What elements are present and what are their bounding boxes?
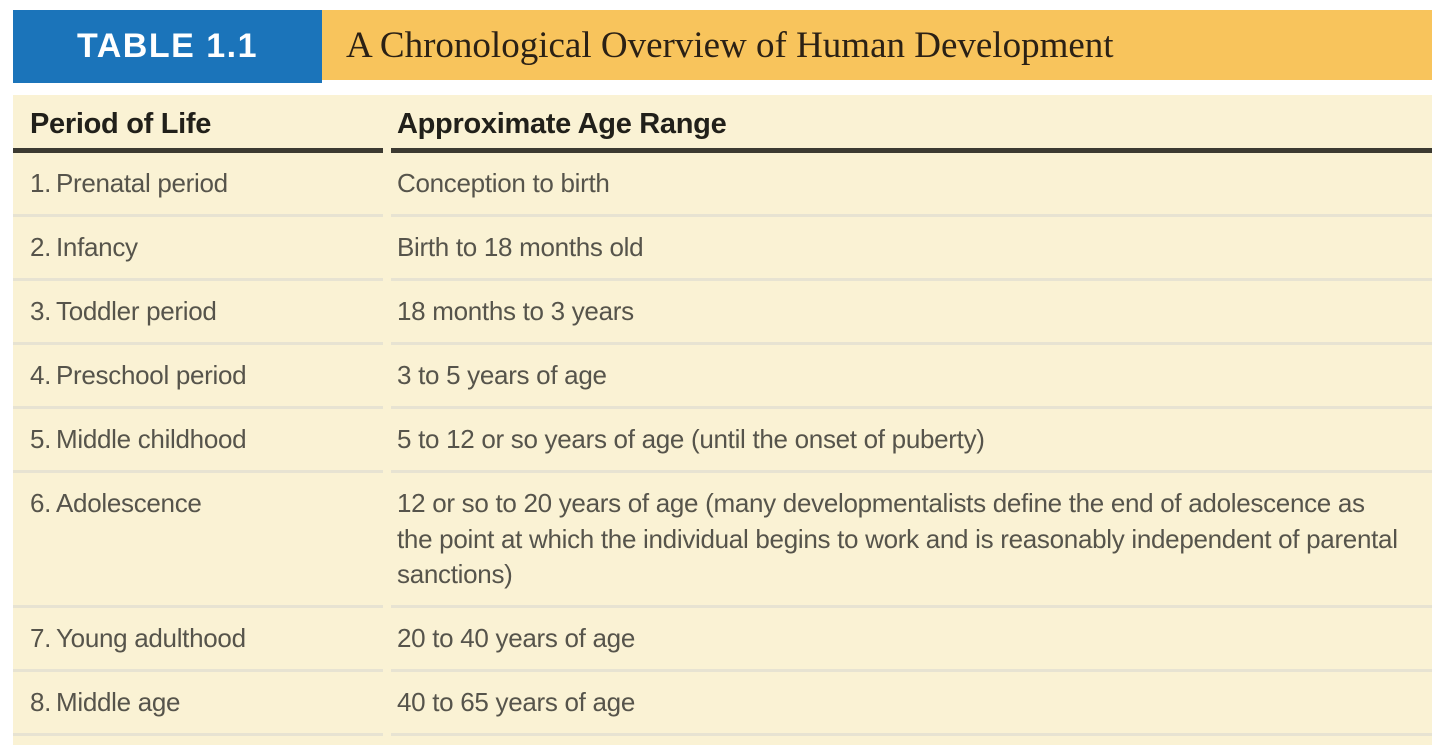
period-cell: 2. Infancy	[13, 217, 383, 282]
row-number: 7.	[30, 622, 52, 653]
period-of-life: Toddler period	[56, 296, 217, 327]
table-row: 9.Old age 65 years of age or older	[13, 736, 1432, 745]
period-cell: 1. Prenatal period	[13, 153, 383, 218]
table-title: A Chronological Overview of Human Develo…	[346, 24, 1114, 66]
table-row: 6. Adolescence 12 or so to 20 years of ag…	[13, 473, 1432, 608]
column-header-period-of-life: Period of Life	[13, 95, 383, 153]
age-range-cell: 5 to 12 or so years of age (until the on…	[391, 409, 1432, 474]
table-row: 1. Prenatal period Conception to birth	[13, 153, 1432, 218]
period-of-life: Infancy	[56, 232, 138, 263]
table-row: 7. Young adulthood 20 to 40 years of age	[13, 608, 1432, 672]
row-number: 2.	[30, 232, 52, 263]
development-table: Period of Life Approximate Age Range 1. P…	[13, 95, 1432, 745]
period-of-life: Young adulthood	[56, 622, 246, 653]
age-range-cell: 3 to 5 years of age	[391, 345, 1432, 410]
age-range-cell: 20 to 40 years of age	[391, 608, 1432, 672]
row-number: 5.	[30, 424, 52, 455]
row-number: 8.	[30, 686, 52, 717]
period-cell: 8. Middle age	[13, 672, 383, 736]
age-range-cell: Birth to 18 months old	[391, 217, 1432, 282]
age-range-cell: 40 to 65 years of age	[391, 672, 1432, 736]
period-of-life: Middle age	[56, 686, 181, 717]
row-number: 4.	[30, 360, 52, 391]
table-number-label: TABLE 1.1	[76, 27, 258, 65]
period-cell: 3. Toddler period	[13, 281, 383, 346]
row-number: 6.	[30, 488, 52, 519]
period-of-life: Preschool period	[56, 360, 247, 391]
table-header-row: Period of Life Approximate Age Range	[13, 95, 1432, 153]
period-of-life: Middle childhood	[56, 424, 247, 455]
period-cell: 9.Old age	[13, 736, 383, 745]
period-cell: 7. Young adulthood	[13, 608, 383, 672]
period-of-life: Adolescence	[56, 488, 202, 519]
age-range-cell: 65 years of age or older	[391, 736, 1432, 745]
table-row: 4. Preschool period 3 to 5 years of age	[13, 345, 1432, 410]
period-cell: 4. Preschool period	[13, 345, 383, 410]
age-range-cell: Conception to birth	[391, 153, 1432, 218]
table-row: 5. Middle childhood 5 to 12 or so years o…	[13, 409, 1432, 474]
table-row: 3. Toddler period 18 months to 3 years	[13, 281, 1432, 346]
row-number: 1.	[30, 168, 52, 198]
period-of-life: Prenatal period	[56, 168, 228, 198]
period-cell: 5. Middle childhood	[13, 409, 383, 474]
column-header-age-range: Approximate Age Range	[391, 95, 1432, 153]
age-range-cell: 18 months to 3 years	[391, 281, 1432, 346]
table-row: 2. Infancy Birth to 18 months old	[13, 217, 1432, 282]
age-range-cell: 12 or so to 20 years of age (many develo…	[391, 473, 1432, 608]
period-cell: 6. Adolescence	[13, 473, 383, 608]
table-title-bar: A Chronological Overview of Human Develo…	[322, 10, 1432, 80]
table-caption-bar: TABLE 1.1 A Chronological Overview of Hu…	[13, 10, 1432, 83]
table-row: 8. Middle age 40 to 65 years of age	[13, 672, 1432, 736]
row-number: 3.	[30, 296, 52, 327]
table-number-badge: TABLE 1.1	[13, 10, 322, 83]
